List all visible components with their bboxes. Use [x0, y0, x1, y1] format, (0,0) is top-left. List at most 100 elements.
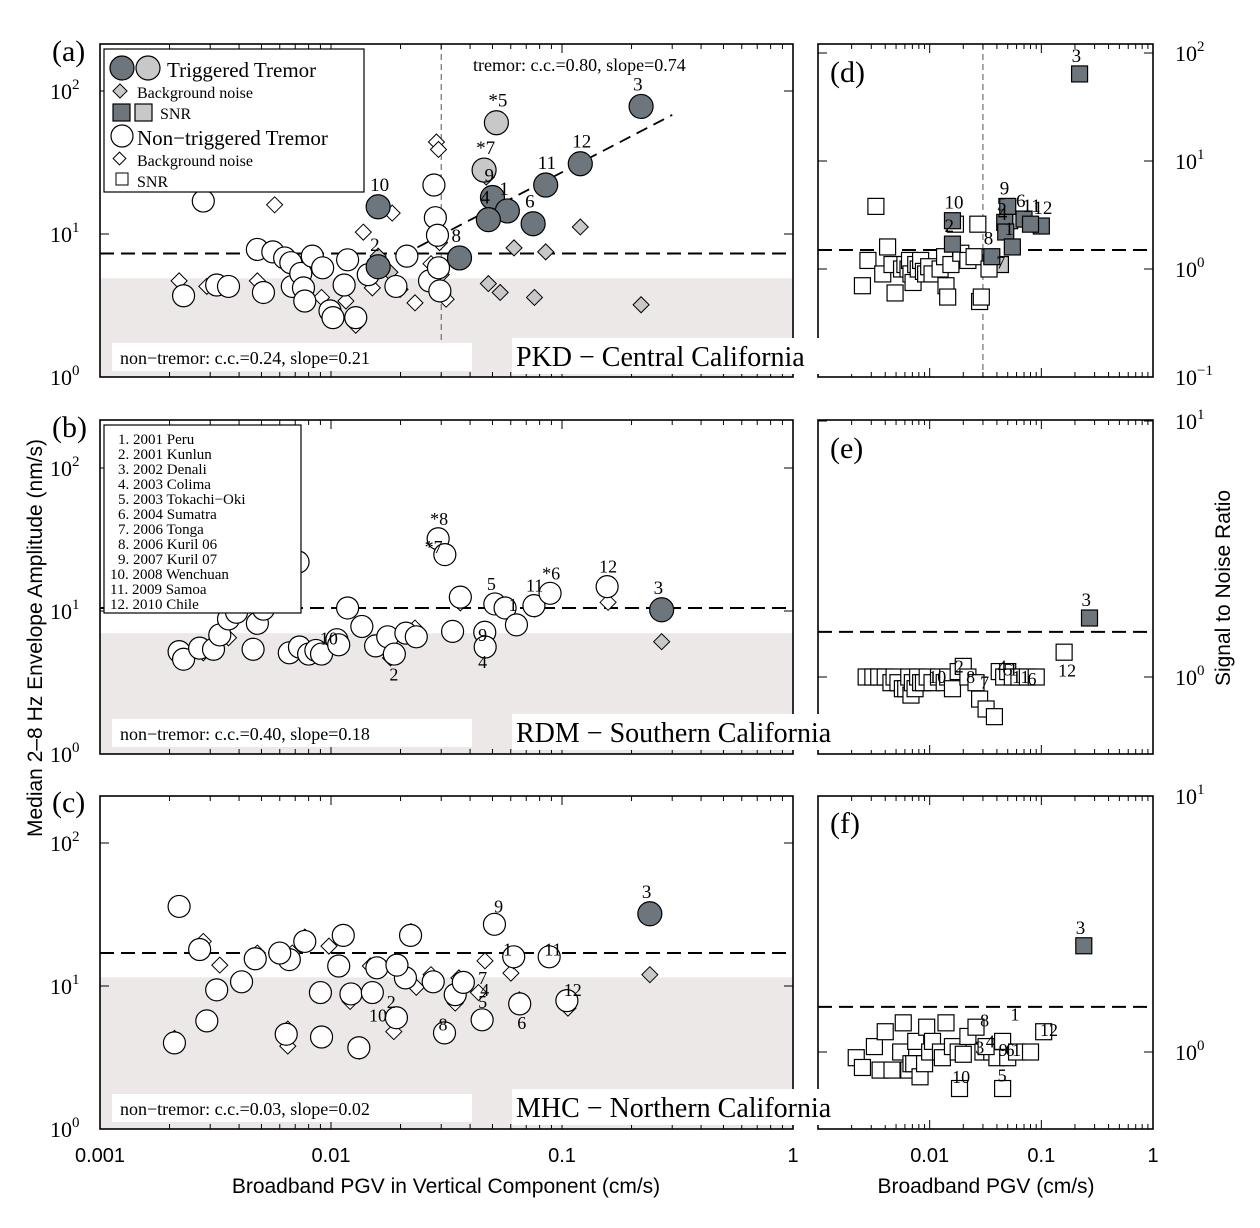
triggered-tremor-point	[483, 110, 509, 136]
non-triggered-tremor-point	[493, 596, 517, 620]
event-item: 4. 2003 Colima	[118, 477, 211, 493]
event-label: *8	[430, 509, 448, 529]
event-label: 1	[1009, 659, 1018, 679]
non-triggered-tremor-point	[470, 1008, 494, 1032]
event-label: 12	[564, 980, 582, 1000]
non-triggered-tremor-point	[268, 941, 292, 965]
non-triggered-snr-point	[1027, 668, 1045, 686]
non-triggered-tremor-point	[502, 945, 526, 969]
non-triggered-tremor-point	[171, 647, 196, 671]
non-triggered-tremor-point	[191, 189, 215, 213]
y-tick-label: 100	[1175, 1038, 1205, 1065]
non-triggered-tremor-point	[440, 619, 465, 644]
triggered-tremor-point	[365, 194, 391, 220]
event-label: 7	[996, 253, 1005, 273]
non-triggered-snr-point	[954, 1045, 972, 1063]
non-triggered-tremor-point	[336, 248, 360, 272]
panel-frame	[817, 795, 1154, 1130]
event-label: 4	[480, 980, 489, 1000]
panel-frame	[817, 419, 1154, 755]
legend-nontriggered-snr-label: SNR	[137, 174, 168, 191]
non-triggered-tremor-point	[336, 596, 360, 620]
triggered-snr-point	[983, 248, 1001, 266]
event-list-box	[103, 424, 302, 614]
legend-nontriggered-label: Non−triggered Tremor	[137, 126, 328, 150]
event-label: 1	[1004, 219, 1014, 240]
event-label: 2	[944, 216, 954, 237]
non-triggered-snr-point	[865, 1037, 884, 1056]
x-tick-label: 0.01	[312, 1145, 351, 1167]
non-triggered-tremor-point	[293, 929, 317, 954]
legend-triggered-snr-light	[134, 103, 153, 122]
event-item: 5. 2003 Tokachi−Oki	[118, 492, 246, 508]
background-noise-point	[406, 294, 424, 312]
station-label-c: MHC − Northern California	[516, 1093, 832, 1124]
triggered-background-noise-point	[525, 288, 544, 307]
non-triggered-tremor-point	[229, 970, 254, 994]
panel-letter-f: (f)	[830, 807, 860, 840]
event-label: 10	[320, 629, 338, 649]
x-axis-right-title: Broadband PGV (cm/s)	[877, 1175, 1094, 1198]
non-triggered-tremor-point	[167, 894, 191, 919]
event-label: 1	[508, 595, 517, 615]
non-triggered-snr-point	[967, 1018, 985, 1036]
triggered-tremor-point	[365, 254, 391, 280]
stats-bg-b	[112, 719, 472, 747]
event-label: 8	[966, 667, 975, 687]
x-tick-label: 0.001	[75, 1145, 125, 1167]
non-triggered-snr-point	[867, 197, 885, 215]
y-tick-label: 101	[1175, 407, 1205, 434]
event-label: 9	[999, 1040, 1008, 1060]
legend-nontriggered-snr	[115, 172, 129, 186]
panel-letter-c: (c)	[52, 786, 85, 819]
triggered-snr-point	[1075, 937, 1093, 955]
triggered-background-noise-point	[491, 283, 509, 302]
legend-triggered-snr-dark	[112, 103, 131, 122]
non-triggered-tremor-point	[241, 637, 265, 661]
non-triggered-tremor-point	[308, 980, 333, 1005]
legend-triggered-circle-light	[135, 55, 161, 81]
non-triggered-tremor-point	[331, 923, 355, 947]
non-triggered-tremor-point	[395, 244, 419, 268]
event-label: *7	[425, 537, 443, 557]
non-triggered-tremor-point	[504, 613, 529, 637]
event-label: 10	[952, 1067, 970, 1087]
x-tick-label: 1	[1147, 1145, 1158, 1167]
triggered-tremor-point	[628, 93, 654, 120]
event-item: 9. 2007 Kuril 07	[118, 552, 218, 568]
background-noise-point	[469, 983, 488, 1002]
non-triggered-snr-point	[853, 277, 872, 295]
event-item: 8. 2006 Kuril 06	[118, 537, 218, 553]
event-label: 6	[1016, 191, 1025, 212]
triggered-background-noise-point	[652, 632, 671, 651]
triggered-tremor-point	[533, 172, 559, 198]
non-triggered-tremor-point	[384, 274, 408, 299]
non-triggered-tremor-point	[426, 256, 451, 280]
non-triggered-snr-point	[883, 1061, 901, 1079]
non-triggered-tremor-point	[171, 284, 196, 308]
station-bg-a	[512, 338, 864, 374]
triggered-snr-point	[1003, 238, 1021, 256]
background-noise-point	[599, 593, 617, 612]
event-label: 8	[980, 1010, 989, 1030]
y-tick-label: 100	[50, 740, 80, 767]
y-tick-label: 101	[50, 220, 80, 247]
event-label: 11	[1012, 667, 1029, 687]
x-tick-label: 0.1	[548, 1145, 576, 1167]
event-label: 7	[980, 673, 989, 693]
y-tick-exponent: 1	[72, 972, 80, 988]
event-label: 1	[1011, 1005, 1020, 1025]
stats-bg-c	[112, 1094, 472, 1122]
non-triggered-snr-point	[1021, 1043, 1040, 1061]
panel-letter-e: (e)	[830, 432, 863, 465]
event-item: 11. 2009 Samoa	[110, 582, 207, 598]
non-triggered-tremor-point	[360, 980, 384, 1005]
event-label: *6	[542, 563, 560, 583]
event-label: 9	[494, 896, 503, 916]
event-label: 6	[517, 1013, 526, 1033]
triggered-tremor-point	[649, 597, 675, 623]
y-tick-label: 101	[1175, 147, 1205, 174]
event-label: 3	[975, 1038, 984, 1058]
